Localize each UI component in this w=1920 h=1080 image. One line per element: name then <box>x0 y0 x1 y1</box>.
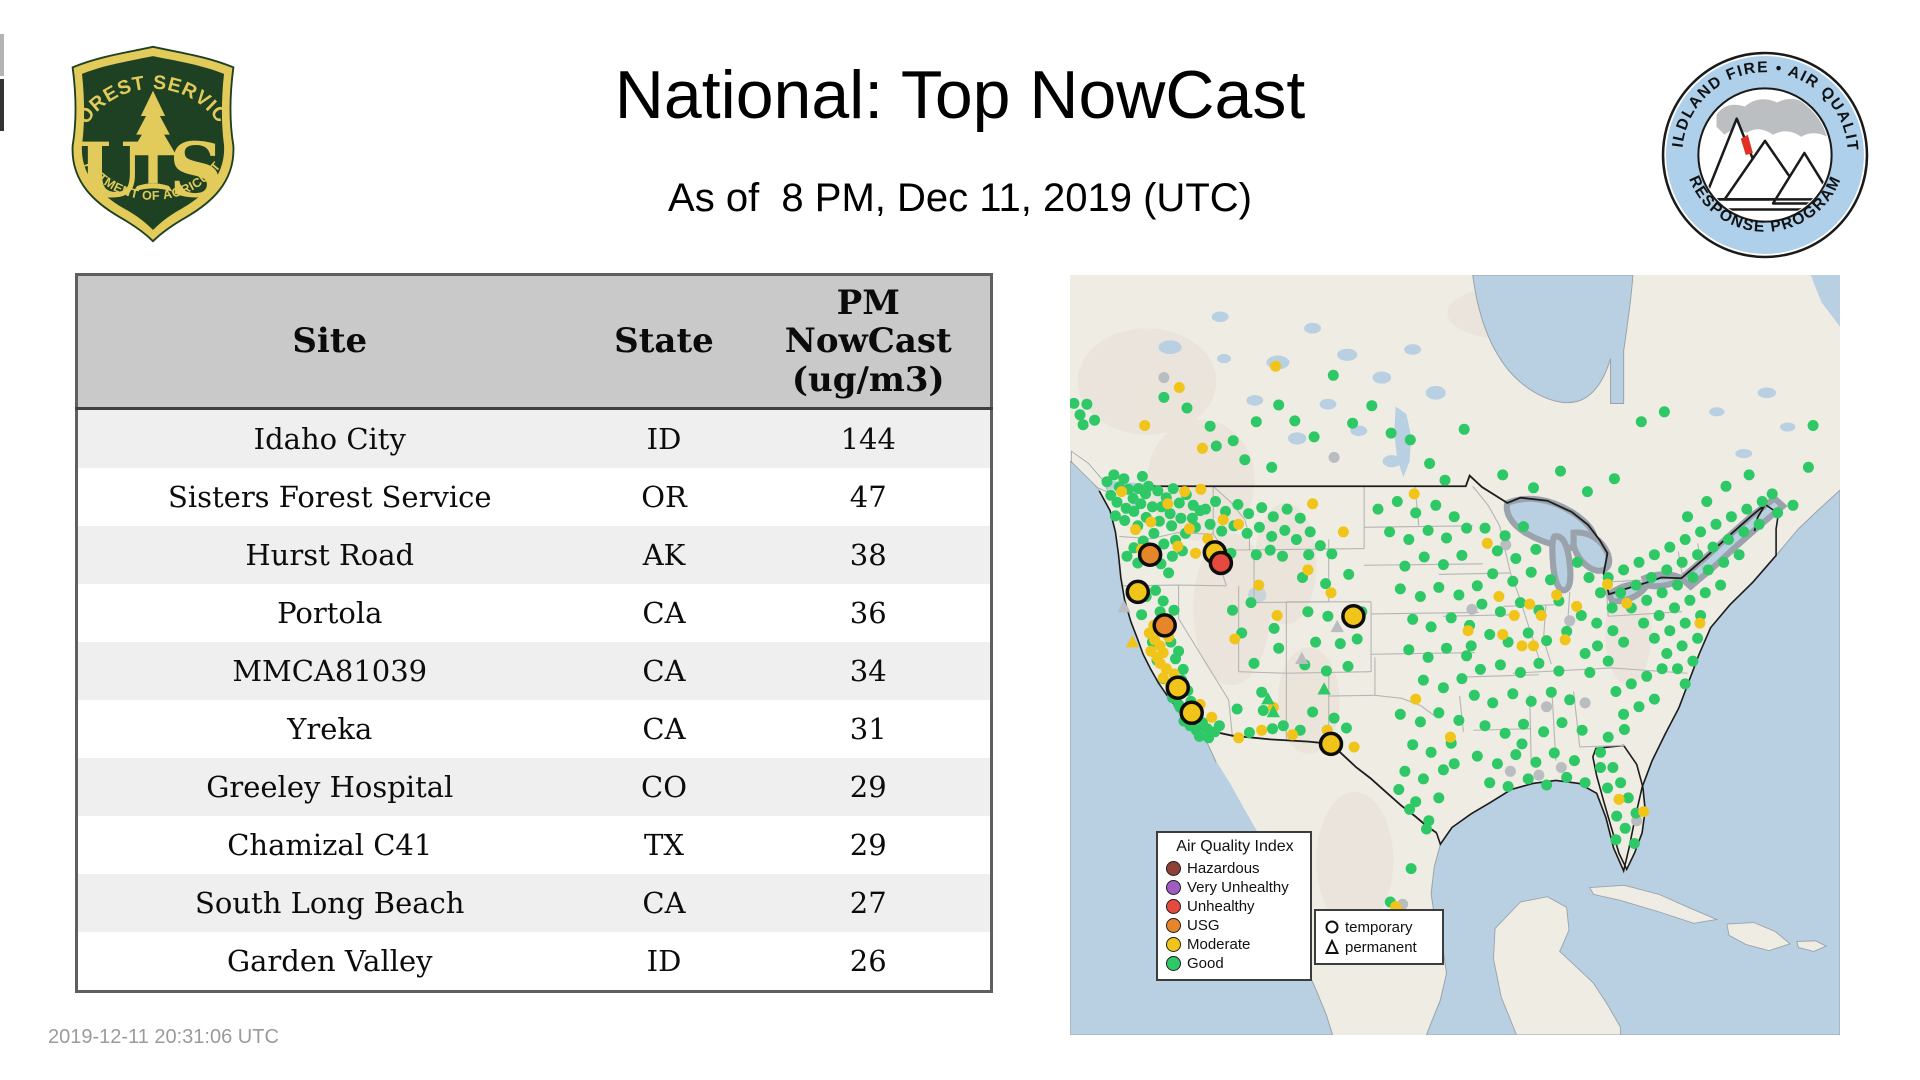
monitor-type-legend: temporary permanent <box>1314 909 1444 965</box>
unhealthy-dot-icon <box>1166 899 1181 914</box>
table-row: Garden Valley ID 26 <box>76 932 992 992</box>
legend-item-good: Good <box>1166 954 1304 973</box>
permanent-triangle-icon <box>1324 939 1340 954</box>
very-unhealthy-dot-icon <box>1166 880 1181 895</box>
site-cell: Greeley Hospital <box>206 770 454 804</box>
col-header-site: Site <box>76 274 582 410</box>
page-subtitle: As of 8 PM, Dec 11, 2019 (UTC) <box>668 176 1252 220</box>
forest-service-logo: FOREST SERVICE DEPARTMENT OF AGRICULTURE… <box>55 44 235 243</box>
legend-item-hazardous: Hazardous <box>1166 859 1304 878</box>
value-cell: 34 <box>849 654 887 688</box>
us-east-coastline <box>1437 505 1779 871</box>
table-row: Sisters Forest Service OR 47 <box>76 468 992 526</box>
table-row: Greeley Hospital CO 29 <box>76 758 992 816</box>
value-cell: 29 <box>849 828 887 862</box>
state-cell: ID <box>646 944 682 978</box>
fs-tree-icon <box>129 90 177 192</box>
site-cell: Portola <box>277 596 383 630</box>
table-row: Yreka CA 31 <box>76 700 992 758</box>
site-cell: Garden Valley <box>226 944 433 978</box>
site-cell: Hurst Road <box>245 538 415 572</box>
basemap <box>1070 275 1840 1035</box>
temporary-circle-icon <box>1325 920 1339 934</box>
fs-letter-u: U <box>78 126 143 214</box>
legend-item-moderate: Moderate <box>1166 935 1304 954</box>
legend-item-permanent: permanent <box>1324 937 1436 957</box>
site-cell: MMCA81039 <box>232 654 428 688</box>
wfaqrp-logo: WILDLAND FIRE • AIR QUALITY RESPONSE PRO… <box>1660 50 1869 259</box>
edge-artifact-dark <box>0 79 4 131</box>
state-cell: CA <box>642 712 686 746</box>
legend-item-very-unhealthy: Very Unhealthy <box>1166 878 1304 897</box>
good-dot-icon <box>1166 956 1181 971</box>
monitor-dots-layer <box>1070 360 1819 935</box>
col-header-state: State <box>581 274 747 410</box>
florida <box>1593 745 1645 869</box>
site-cell: Idaho City <box>253 422 406 456</box>
state-cell: CO <box>641 770 687 804</box>
table-row: MMCA81039 CA 34 <box>76 642 992 700</box>
legend-item-unhealthy: Unhealthy <box>1166 897 1304 916</box>
nowcast-table: Site State PM NowCast (ug/m3) Idaho City… <box>75 273 993 993</box>
value-cell: 31 <box>849 712 887 746</box>
state-cell: ID <box>646 422 682 456</box>
table-row: South Long Beach CA 27 <box>76 874 992 932</box>
usg-dot-icon <box>1166 918 1181 933</box>
site-cell: Chamizal C41 <box>227 828 433 862</box>
state-cell: AK <box>642 538 686 572</box>
value-cell: 144 <box>840 422 896 456</box>
value-cell: 26 <box>849 944 887 978</box>
col-header-pm-nowcast: PM NowCast (ug/m3) <box>746 274 992 410</box>
state-cell: TX <box>644 828 684 862</box>
yucatan-central-america <box>1494 897 1621 1035</box>
edge-artifact-light <box>0 34 4 76</box>
table-row: Hurst Road AK 38 <box>76 526 992 584</box>
us-canada-border <box>1150 476 1765 595</box>
smoke-icon <box>1716 98 1830 139</box>
hudson-bay <box>1473 275 1633 403</box>
site-cell: Yreka <box>287 712 373 746</box>
site-cell: South Long Beach <box>195 886 465 920</box>
page-title: National: Top NowCast <box>614 57 1306 133</box>
value-cell: 29 <box>849 770 887 804</box>
fs-letter-s: S <box>169 126 223 214</box>
state-cell: CA <box>642 654 686 688</box>
state-cell: OR <box>641 480 687 514</box>
hazardous-dot-icon <box>1166 861 1181 876</box>
site-cell: Sisters Forest Service <box>167 480 492 514</box>
table-header-row: Site State PM NowCast (ug/m3) <box>76 274 992 410</box>
value-cell: 38 <box>849 538 887 572</box>
state-cell: CA <box>642 886 686 920</box>
legend-item-usg: USG <box>1166 916 1304 935</box>
flame-icon <box>1740 134 1753 155</box>
small-lakes <box>1158 311 1796 478</box>
cuba <box>1590 885 1717 923</box>
table-row: Idaho City ID 144 <box>76 408 992 468</box>
table-row: Portola CA 36 <box>76 584 992 642</box>
value-cell: 36 <box>849 596 887 630</box>
table-row: Chamizal C41 TX 29 <box>76 816 992 874</box>
value-cell: 27 <box>849 886 887 920</box>
us-mexico-border <box>1200 729 1436 833</box>
generated-timestamp: 2019-12-11 20:31:06 UTC <box>48 1026 279 1048</box>
state-cell: CA <box>642 596 686 630</box>
legend-item-temporary: temporary <box>1324 917 1436 937</box>
moderate-dot-icon <box>1166 937 1181 952</box>
value-cell: 47 <box>849 480 887 514</box>
aqi-map: Air Quality Index Hazardous Very Unhealt… <box>1070 275 1840 1035</box>
aqi-legend: Air Quality Index Hazardous Very Unhealt… <box>1156 831 1312 981</box>
aqi-legend-title: Air Quality Index <box>1176 838 1294 855</box>
